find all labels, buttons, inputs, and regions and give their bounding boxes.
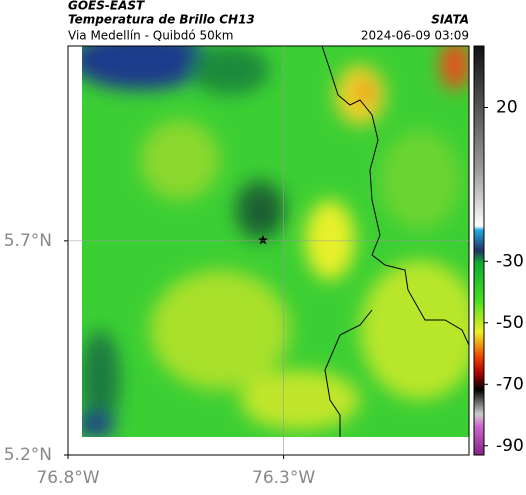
colorbar-tick-label: 20: [496, 98, 518, 118]
lon-tick-label: 76.3°W: [252, 468, 315, 488]
lon-tick-label: 76.8°W: [36, 468, 99, 488]
colorbar: [473, 45, 485, 456]
subtitle: Temperatura de Brillo CH13: [68, 13, 255, 27]
colorbar-tick-label: -90: [496, 436, 524, 456]
colorbar-tick-label: -50: [496, 313, 524, 333]
lat-tick-label: 5.2°N: [4, 445, 52, 465]
title: GOES-EAST: [68, 0, 145, 13]
datetime: 2024-06-09 03:09: [361, 29, 469, 43]
city-marker: [258, 235, 268, 245]
source: SIATA: [431, 13, 469, 27]
colorbar-tick-label: -70: [496, 374, 524, 394]
colorbar-tick-label: -30: [496, 251, 524, 271]
map-frame: [67, 45, 470, 456]
satellite-image: [82, 46, 469, 437]
lat-tick-label: 5.7°N: [4, 231, 52, 251]
region: Via Medellín - Quibdó 50km: [68, 29, 233, 43]
